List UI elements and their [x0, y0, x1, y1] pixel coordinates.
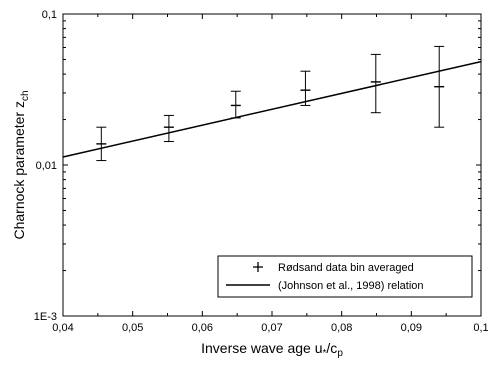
johnson-relation-line	[62, 60, 482, 158]
x-tick-label: 0,06	[192, 322, 213, 334]
legend-label-rodsand: Rødsand data bin averaged	[278, 262, 414, 274]
axis-ticks: 0,04 0,05 0,06 0,07 0,08 0,09 0,1 1E-3 0,01 0,1	[34, 9, 489, 334]
legend: Rødsand data bin averaged (Johnson et al…	[217, 255, 473, 298]
x-tick-label: 0,05	[122, 322, 143, 334]
x-tick-label: 0,08	[331, 322, 352, 334]
y-axis-title: Charnock parameter zch	[11, 90, 31, 239]
x-tick-label: 0,09	[401, 322, 422, 334]
legend-label-johnson: (Johnson et al., 1998) relation	[278, 280, 424, 292]
legend-marker-plus	[253, 262, 263, 272]
y-tick-label: 1E-3	[34, 311, 57, 323]
x-axis-title: Inverse wave age u*/cp	[201, 340, 343, 359]
x-tick-label: 0,1	[473, 322, 488, 334]
legend-box	[217, 255, 473, 298]
x-tick-label: 0,04	[52, 322, 73, 334]
x-tick-label: 0,07	[261, 322, 282, 334]
y-tick-label: 0,1	[42, 9, 57, 21]
series-layer	[62, 45, 482, 162]
y-tick-label: 0,01	[36, 160, 57, 172]
